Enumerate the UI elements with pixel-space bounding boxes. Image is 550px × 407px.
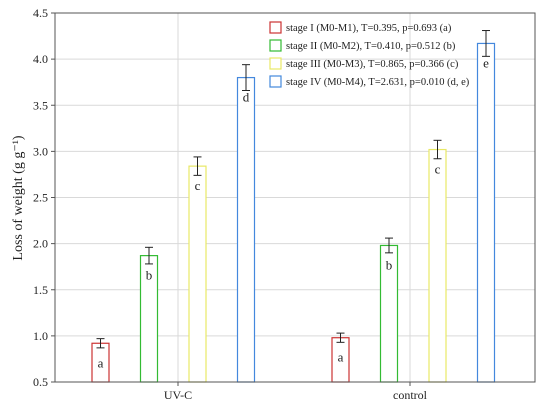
- bar-letter-label: e: [483, 55, 489, 70]
- legend-entry: stage IV (M0-M4), T=2.631, p=0.010 (d, e…: [286, 77, 470, 88]
- legend-swatch: [269, 39, 282, 52]
- legend-entry: stage I (M0-M1), T=0.395, p=0.693 (a): [286, 23, 452, 34]
- y-tick-label: 1.5: [33, 283, 48, 297]
- bar-letter-label: c: [435, 162, 441, 177]
- legend-swatch: [269, 57, 282, 70]
- y-tick-label: 4.5: [33, 6, 48, 20]
- y-tick-label: 3.5: [33, 98, 48, 112]
- x-category-label: control: [393, 388, 428, 402]
- bar-letter-label: d: [243, 90, 250, 105]
- y-axis-label: Loss of weight (g g⁻¹): [11, 135, 26, 260]
- y-tick-label: 0.5: [33, 375, 48, 389]
- y-tick-label: 3.0: [33, 144, 48, 158]
- legend: stage I (M0-M1), T=0.395, p=0.693 (a) sta…: [269, 21, 470, 88]
- bar-letter-label: a: [338, 350, 344, 365]
- y-tick-label: 2.0: [33, 237, 48, 251]
- bars: a a b b c c d e: [91, 30, 496, 383]
- legend-entry: stage II (M0-M2), T=0.410, p=0.512 (b): [286, 41, 456, 52]
- y-tick-label: 4.0: [33, 52, 48, 66]
- bar-letter-label: b: [386, 257, 393, 272]
- y-tick-label: 2.5: [33, 191, 48, 205]
- legend-entry: stage III (M0-M3), T=0.865, p=0.366 (c): [286, 59, 459, 70]
- bar: [188, 165, 207, 383]
- bar: [236, 76, 256, 383]
- bar-letter-label: a: [98, 355, 104, 370]
- y-tick-label: 1.0: [33, 329, 48, 343]
- bar: [476, 42, 496, 383]
- x-category-label: UV-C: [164, 388, 192, 402]
- bar: [428, 148, 447, 383]
- legend-swatch: [269, 21, 282, 34]
- legend-swatch: [269, 75, 282, 88]
- axes: 0.5 1.0 1.5 2.0 2.5 3.0 3.5 4.0 4.5 UV-C control: [33, 6, 428, 402]
- bar-letter-label: b: [146, 268, 153, 283]
- bar-letter-label: c: [195, 178, 201, 193]
